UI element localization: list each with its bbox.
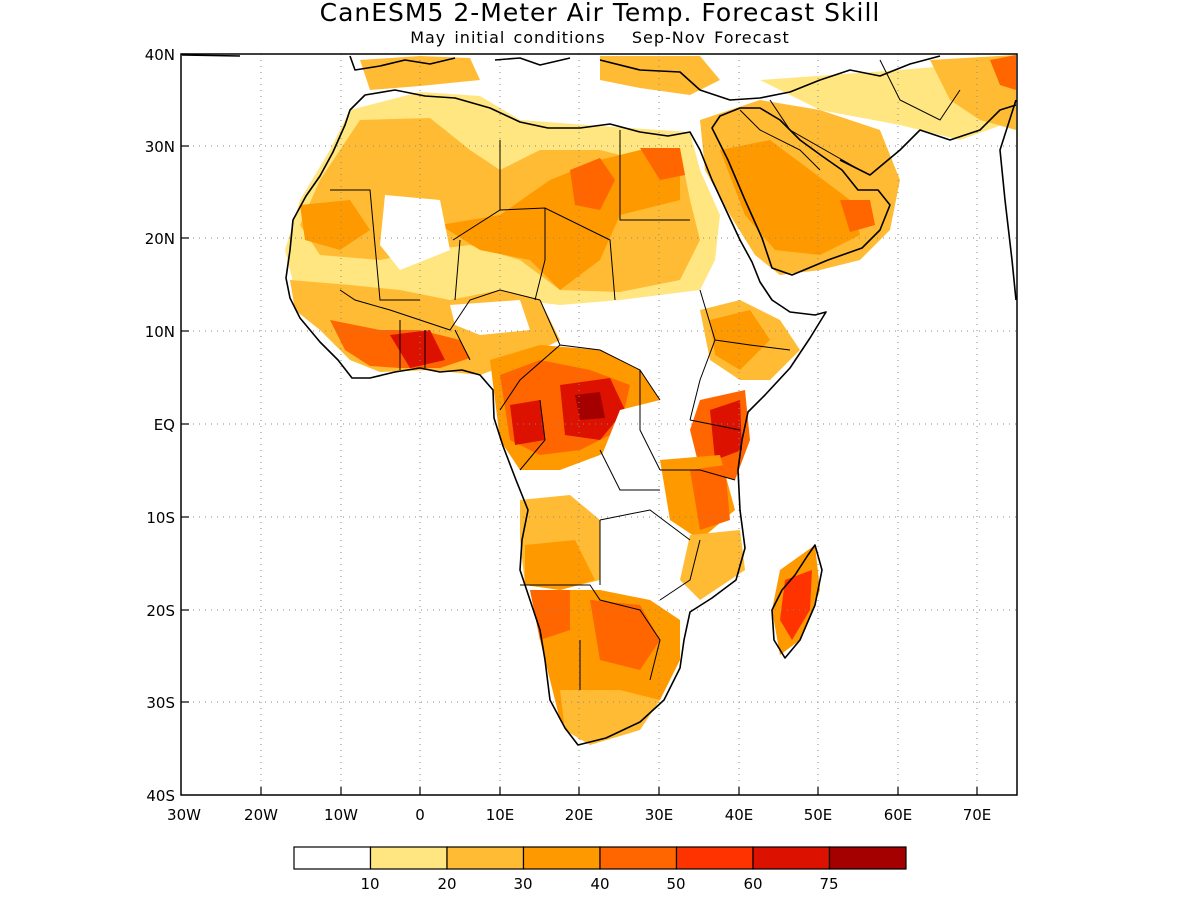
longitude-labels: 30W 20W 10W 0 10E 20E 30E 40E 50E 60E 70… [167, 806, 991, 824]
colorbar-swatch [293, 846, 372, 870]
colorbar-label: 20 [437, 875, 456, 893]
skill-region-ghana-togo [390, 330, 445, 368]
colorbar-label: 75 [819, 875, 838, 893]
skill-region-arabia-core [720, 140, 860, 255]
skill-region-madagascar-core [780, 570, 812, 640]
skill-region-sahara-pocket [380, 195, 450, 270]
border-west-africa [339, 289, 541, 370]
border-central-africa [499, 299, 661, 491]
lon-label: 60E [884, 806, 913, 824]
skill-region-libya [570, 158, 615, 210]
skill-region-arabia-gulf [840, 200, 875, 232]
subtitle-initial-conditions: May initial conditions [410, 28, 606, 47]
skill-region-egypt [640, 148, 685, 180]
axis-ticks [181, 53, 978, 795]
lat-label: 20S [146, 602, 175, 620]
border-southern-africa [520, 509, 691, 690]
lon-label: 50E [804, 806, 833, 824]
colorbar-swatch [446, 846, 525, 870]
lat-label: 30S [146, 694, 175, 712]
colorbar-swatch [599, 846, 678, 870]
colorbar-label: 50 [666, 875, 685, 893]
lat-label: 10N [145, 323, 175, 341]
skill-region-mauritania [300, 200, 370, 250]
skill-region-iran-hotspot [990, 55, 1016, 90]
coastline-arabia [711, 107, 891, 276]
lat-label: 10S [146, 509, 175, 527]
colorbar: 10 20 30 40 50 60 75 [293, 846, 907, 893]
border-north-africa [330, 130, 690, 301]
skill-region-gabon [510, 400, 545, 445]
coastline-africa [285, 89, 827, 746]
skill-region-zambia [600, 510, 690, 585]
skill-region-angola-core [525, 540, 595, 590]
skill-region-europe-south [600, 56, 720, 95]
skill-region-tanzania-core [690, 465, 730, 530]
subtitle-forecast-period: Sep-Nov Forecast [631, 28, 790, 47]
coastlines [181, 54, 1017, 746]
map-title: CanESM5 2-Meter Air Temp. Forecast Skill [319, 0, 881, 27]
coastline-europe [181, 54, 941, 101]
skill-region-south-africa-coast [560, 690, 660, 745]
colorbar-swatch [522, 846, 601, 870]
border-middle-east [739, 59, 961, 171]
skill-region-sahel-gap [450, 300, 530, 335]
lat-label: EQ [154, 416, 175, 434]
coastline-persian-gulf [839, 104, 1017, 176]
border-east-africa [659, 289, 791, 601]
lon-label: 20W [244, 806, 278, 824]
colorbar-swatch [675, 846, 754, 870]
lon-label: 40E [725, 806, 754, 824]
lat-label: 40N [145, 46, 175, 64]
lon-label: 10W [324, 806, 358, 824]
coastline-south-asia [999, 99, 1017, 301]
lat-label: 30N [145, 138, 175, 156]
latitude-labels: 40N 30N 20N 10N EQ 10S 20S 30S 40S [145, 46, 175, 805]
colorbar-swatch [369, 846, 448, 870]
skill-region-iran-east [930, 55, 1016, 130]
colorbar-swatch [752, 846, 831, 870]
colorbar-label: 10 [360, 875, 379, 893]
skill-region-east-congo-gap [600, 400, 670, 500]
colorbar-label: 40 [590, 875, 609, 893]
skill-shading [285, 55, 1016, 745]
lon-label: 10E [486, 806, 515, 824]
colorbar-label: 30 [513, 875, 532, 893]
lon-label: 30W [167, 806, 201, 824]
colorbar-label: 60 [743, 875, 762, 893]
graticule [181, 54, 1017, 795]
lon-label: 30E [645, 806, 674, 824]
skill-region-botswana [590, 600, 660, 670]
coastline-madagascar [771, 544, 823, 659]
map-subtitle: May initial conditions Sep-Nov Forecast [0, 28, 1200, 47]
skill-region-ethiopia-core [710, 310, 770, 370]
skill-region-mozambique [680, 530, 745, 600]
lat-label: 20N [145, 230, 175, 248]
colorbar-swatch [828, 846, 907, 870]
lon-label: 20E [565, 806, 594, 824]
lon-label: 70E [963, 806, 992, 824]
skill-region-congo-hotspot [575, 392, 605, 420]
lon-label: 0 [415, 806, 425, 824]
lat-label: 40S [146, 787, 175, 805]
country-borders [330, 59, 961, 690]
skill-region-kenya-core [710, 400, 742, 460]
